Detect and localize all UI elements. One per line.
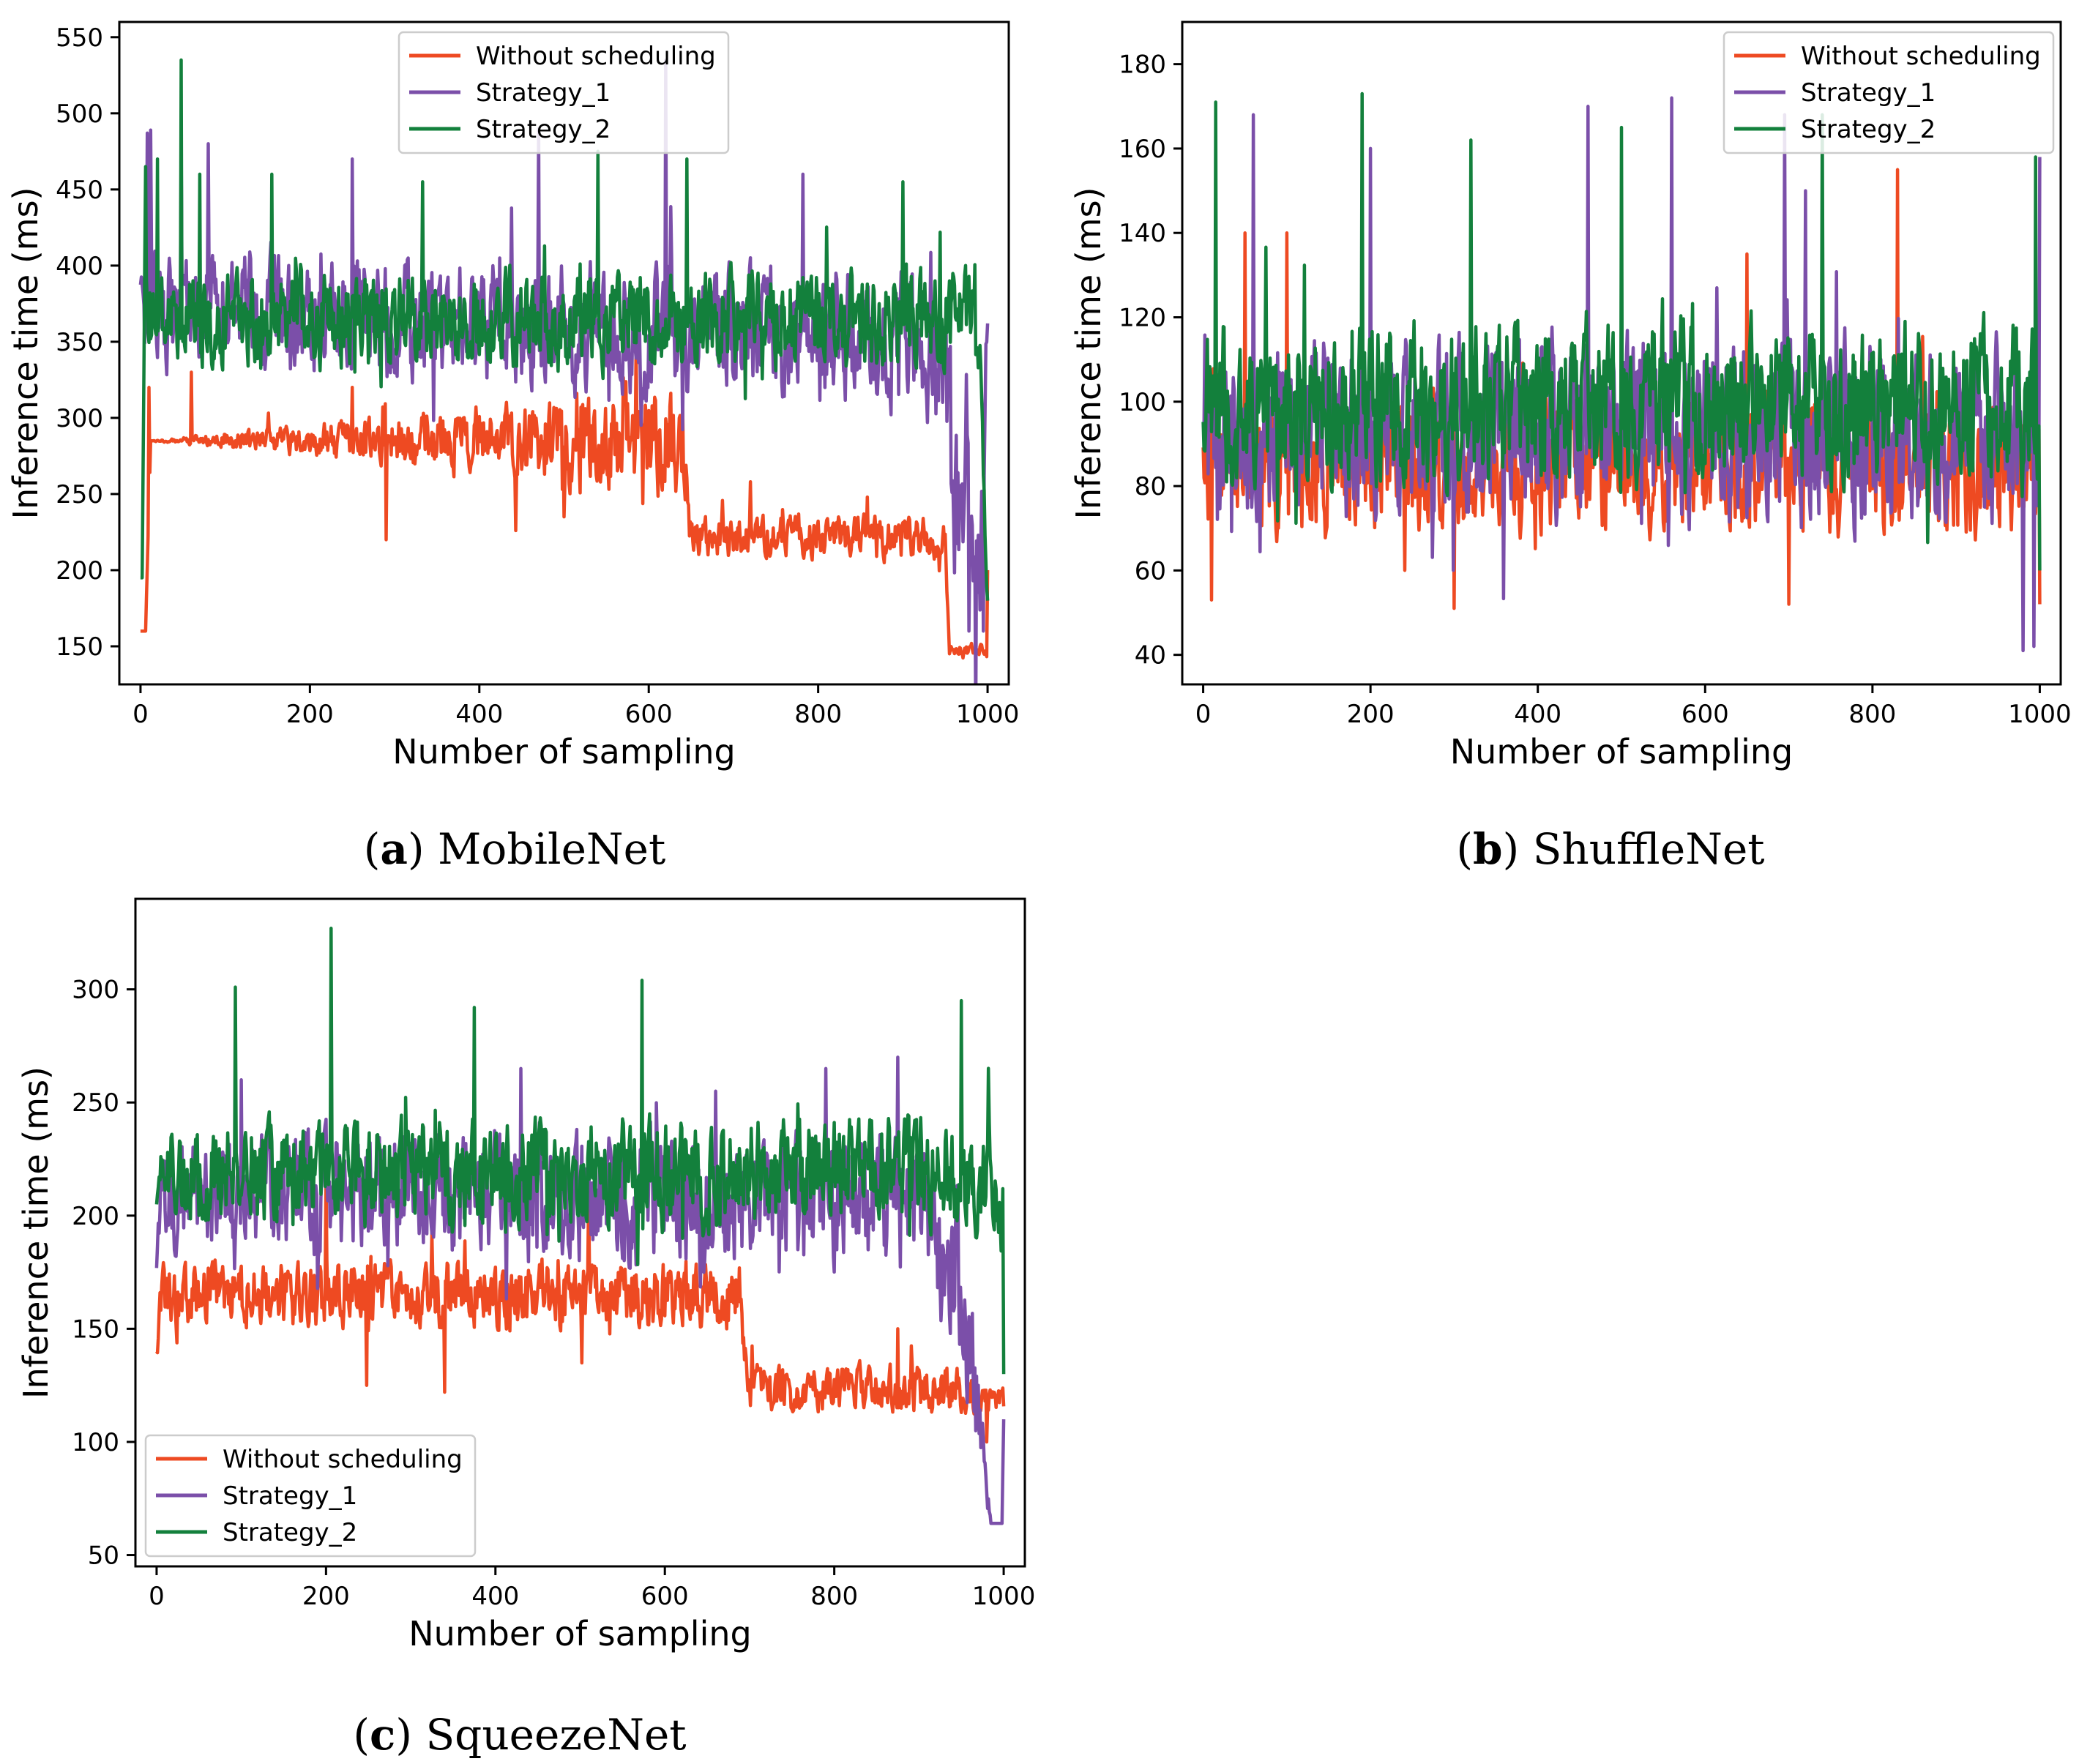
caption-paren-open: ( — [364, 824, 381, 874]
series-line-strategy-2 — [1201, 91, 2042, 571]
caption-name: ShuffleNet — [1533, 824, 1765, 874]
chart-shufflenet: 0 200 400 600 800 1000 40 60 80 100 120 140 160 180 Nu… — [1069, 20, 2072, 874]
plot-frame — [1181, 20, 2062, 686]
x-tick-label: 800 — [810, 1582, 858, 1611]
legend-label: Strategy_1 — [1801, 78, 1936, 108]
legend-label: Without scheduling — [1801, 42, 2041, 71]
x-tick-label: 1000 — [956, 700, 1020, 729]
x-tick-label: 0 — [149, 1582, 165, 1611]
legend-box — [1722, 31, 2055, 154]
legend-label: Strategy_2 — [1801, 115, 1936, 144]
caption-letter: a — [380, 824, 408, 874]
y-axis-label: Inference time (ms) — [1069, 187, 1108, 519]
series-line-without-scheduling — [139, 344, 990, 660]
plot-frame — [118, 20, 1010, 686]
x-tick-label: 200 — [1347, 700, 1395, 729]
y-tick-label: 160 — [1119, 135, 1166, 164]
legend-label: Strategy_1 — [223, 1481, 357, 1511]
caption-paren-close: ) — [1503, 824, 1533, 874]
x-tick-label: 600 — [1682, 700, 1729, 729]
y-tick-label: 100 — [72, 1428, 119, 1457]
chart-squeezenet: 0 200 400 600 800 1000 50 100 150 200 250 300 Number… — [16, 897, 1036, 1760]
y-tick-label: 200 — [72, 1202, 119, 1231]
y-tick-label: 40 — [1135, 641, 1166, 670]
caption-paren-close: ) — [408, 824, 438, 874]
y-tick-label: 140 — [1119, 219, 1166, 248]
x-tick-label: 800 — [1848, 700, 1896, 729]
x-tick-label: 800 — [794, 700, 842, 729]
x-tick-label: 200 — [286, 700, 334, 729]
caption: (b) ShuffleNet — [1456, 824, 1764, 874]
legend-label: Strategy_2 — [223, 1518, 357, 1547]
x-tick-label: 0 — [132, 700, 149, 729]
series-line-strategy-2 — [154, 926, 1006, 1375]
caption-name: SqueezeNet — [425, 1710, 686, 1760]
y-tick-label: 350 — [56, 328, 103, 357]
caption-paren-open: ( — [1456, 824, 1473, 874]
y-tick-label: 250 — [72, 1088, 119, 1118]
y-tick-label: 300 — [72, 976, 119, 1005]
legend: Without scheduling Strategy_1 Strategy_2 — [144, 1434, 477, 1558]
y-tick-label: 80 — [1135, 472, 1166, 501]
legend: Without scheduling Strategy_1 Strategy_2 — [1722, 31, 2055, 154]
series-line-strategy-1 — [138, 58, 990, 684]
y-tick-label: 50 — [88, 1541, 119, 1571]
legend: Without scheduling Strategy_1 Strategy_2 — [397, 31, 730, 154]
series-line-strategy-2 — [139, 58, 990, 601]
y-tick-label: 150 — [56, 632, 103, 662]
y-tick-label: 180 — [1119, 51, 1166, 80]
series-line-without-scheduling — [155, 1168, 1006, 1444]
y-tick-label: 250 — [56, 480, 103, 509]
y-tick-label: 550 — [56, 23, 103, 53]
y-tick-label: 120 — [1119, 304, 1166, 333]
y-axis-label: Inference time (ms) — [6, 187, 45, 519]
x-tick-label: 400 — [471, 1582, 519, 1611]
x-axis-label: Number of sampling — [392, 732, 735, 771]
x-tick-label: 400 — [1514, 700, 1561, 729]
legend-box — [397, 31, 730, 154]
x-tick-label: 1000 — [2008, 700, 2072, 729]
caption-paren-open: ( — [353, 1710, 370, 1760]
y-tick-label: 450 — [56, 176, 103, 205]
legend-label: Without scheduling — [476, 42, 716, 71]
x-tick-label: 400 — [455, 700, 503, 729]
x-tick-label: 600 — [625, 700, 673, 729]
legend-label: Without scheduling — [223, 1445, 463, 1474]
caption-letter: b — [1473, 824, 1503, 874]
y-axis-label: Inference time (ms) — [16, 1066, 56, 1399]
x-tick-label: 0 — [1195, 700, 1212, 729]
plot-frame — [134, 897, 1026, 1568]
x-axis-label: Number of sampling — [1450, 732, 1793, 771]
chart-mobilenet: 0 200 400 600 800 1000 150 200 250 300 350 400 450 50… — [6, 20, 1020, 874]
caption-name: MobileNet — [438, 824, 665, 874]
legend-label: Strategy_2 — [476, 115, 611, 144]
legend-label: Strategy_1 — [476, 78, 611, 108]
x-tick-label: 600 — [641, 1582, 689, 1611]
y-tick-label: 500 — [56, 100, 103, 129]
y-tick-label: 150 — [72, 1315, 119, 1344]
y-tick-label: 60 — [1135, 556, 1166, 586]
y-tick-label: 200 — [56, 556, 103, 586]
y-tick-label: 100 — [1119, 388, 1166, 417]
x-tick-label: 200 — [302, 1582, 350, 1611]
caption: (a) MobileNet — [364, 824, 666, 874]
legend-box — [144, 1434, 477, 1558]
y-tick-label: 300 — [56, 404, 103, 433]
caption-letter: c — [370, 1710, 395, 1760]
caption: (c) SqueezeNet — [353, 1710, 686, 1760]
x-axis-label: Number of sampling — [408, 1614, 751, 1653]
x-tick-label: 1000 — [972, 1582, 1036, 1611]
caption-paren-close: ) — [395, 1710, 425, 1760]
y-tick-label: 400 — [56, 252, 103, 281]
